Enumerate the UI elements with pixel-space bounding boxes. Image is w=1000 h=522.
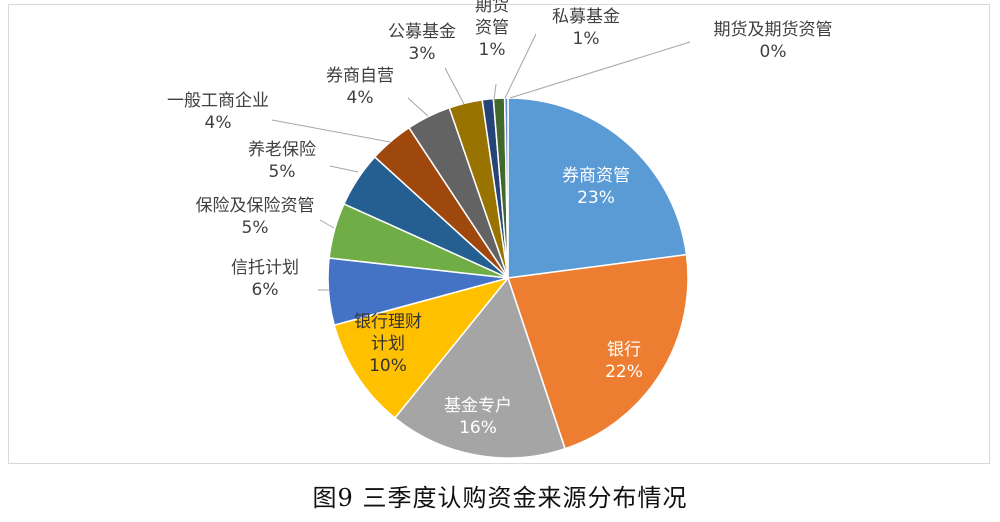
slice-label-12: 期货及期货资管 (714, 20, 833, 40)
slice-label-1: 银行 (607, 340, 641, 360)
slice-percent-11: 1% (573, 29, 600, 49)
leader-line-11 (504, 33, 537, 99)
slice-label-9: 公募基金 (388, 22, 456, 42)
slice-percent-2: 16% (459, 418, 497, 438)
leader-line-7 (271, 119, 391, 143)
slice-percent-4: 6% (252, 280, 279, 300)
slice-percent-0: 23% (577, 188, 615, 208)
slice-percent-7: 4% (205, 113, 232, 133)
slice-label-2: 基金专户 (444, 396, 512, 416)
leader-line-8 (407, 97, 429, 117)
slice-label-4: 信托计划 (231, 258, 299, 278)
slice-percent-1: 22% (605, 362, 643, 382)
leader-line-12 (509, 41, 691, 99)
slice-label-7: 一般工商企业 (167, 91, 269, 111)
slice-label-10: 期货 (475, 0, 509, 16)
slice-percent-6: 5% (269, 162, 296, 182)
slice-label-11: 私募基金 (552, 7, 620, 27)
pie-slices (327, 97, 689, 459)
slice-label-5: 保险及保险资管 (196, 196, 315, 216)
slice-percent-5: 5% (242, 218, 269, 238)
leader-line-9 (444, 67, 465, 105)
slice-label-0: 券商资管 (562, 166, 630, 186)
slice-percent-12: 0% (760, 42, 787, 62)
pie-slice-3 (333, 277, 509, 419)
slice-label-3-line2: 计划 (371, 334, 405, 354)
leader-lines (271, 33, 691, 291)
slice-label-3: 银行理财 (354, 312, 422, 332)
slice-percent-9: 3% (409, 44, 436, 64)
pie-slice-12 (503, 97, 509, 279)
pie-slice-0 (507, 97, 688, 279)
slice-percent-3: 10% (369, 356, 407, 376)
slice-label-6: 养老保险 (248, 140, 316, 160)
slice-label-10-line2: 资管 (475, 18, 509, 38)
pie-slice-1 (507, 253, 689, 450)
leader-line-6 (329, 165, 359, 173)
pie-slice-2 (394, 277, 566, 459)
slice-label-8: 券商自营 (326, 66, 394, 86)
leader-line-5 (319, 219, 335, 229)
slice-percent-10: 1% (479, 40, 506, 60)
leader-line-10 (493, 83, 497, 101)
figure-caption: 图9 三季度认购资金来源分布情况 (312, 484, 688, 512)
slice-percent-8: 4% (347, 88, 374, 108)
